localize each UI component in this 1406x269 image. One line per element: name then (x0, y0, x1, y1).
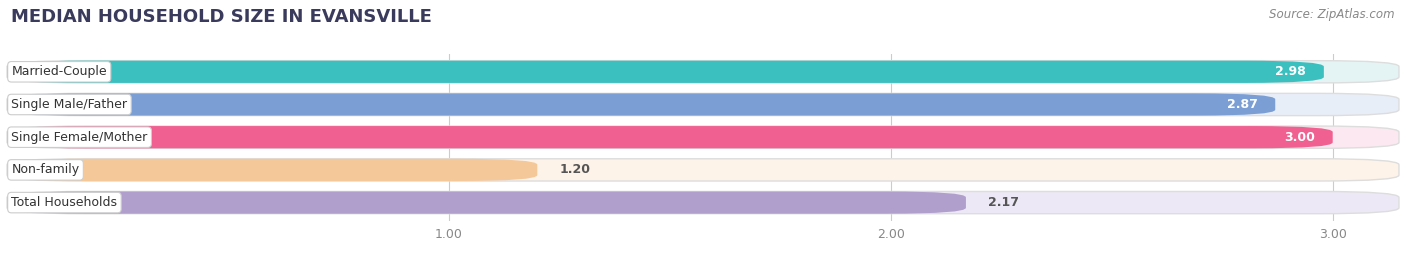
FancyBboxPatch shape (7, 61, 1399, 83)
FancyBboxPatch shape (7, 93, 1399, 116)
Text: MEDIAN HOUSEHOLD SIZE IN EVANSVILLE: MEDIAN HOUSEHOLD SIZE IN EVANSVILLE (11, 8, 432, 26)
Text: Total Households: Total Households (11, 196, 118, 209)
Text: Non-family: Non-family (11, 163, 80, 176)
Text: Single Male/Father: Single Male/Father (11, 98, 128, 111)
FancyBboxPatch shape (7, 61, 1324, 83)
Text: Married-Couple: Married-Couple (11, 65, 107, 78)
Text: 1.20: 1.20 (560, 163, 591, 176)
FancyBboxPatch shape (7, 126, 1333, 148)
FancyBboxPatch shape (7, 159, 537, 181)
Text: Single Female/Mother: Single Female/Mother (11, 131, 148, 144)
FancyBboxPatch shape (7, 192, 966, 214)
FancyBboxPatch shape (7, 93, 1275, 116)
Text: 2.87: 2.87 (1226, 98, 1257, 111)
Text: 2.98: 2.98 (1275, 65, 1306, 78)
FancyBboxPatch shape (7, 159, 1399, 181)
Text: 3.00: 3.00 (1284, 131, 1315, 144)
FancyBboxPatch shape (7, 126, 1399, 148)
Text: 2.17: 2.17 (988, 196, 1019, 209)
Text: Source: ZipAtlas.com: Source: ZipAtlas.com (1270, 8, 1395, 21)
FancyBboxPatch shape (7, 192, 1399, 214)
